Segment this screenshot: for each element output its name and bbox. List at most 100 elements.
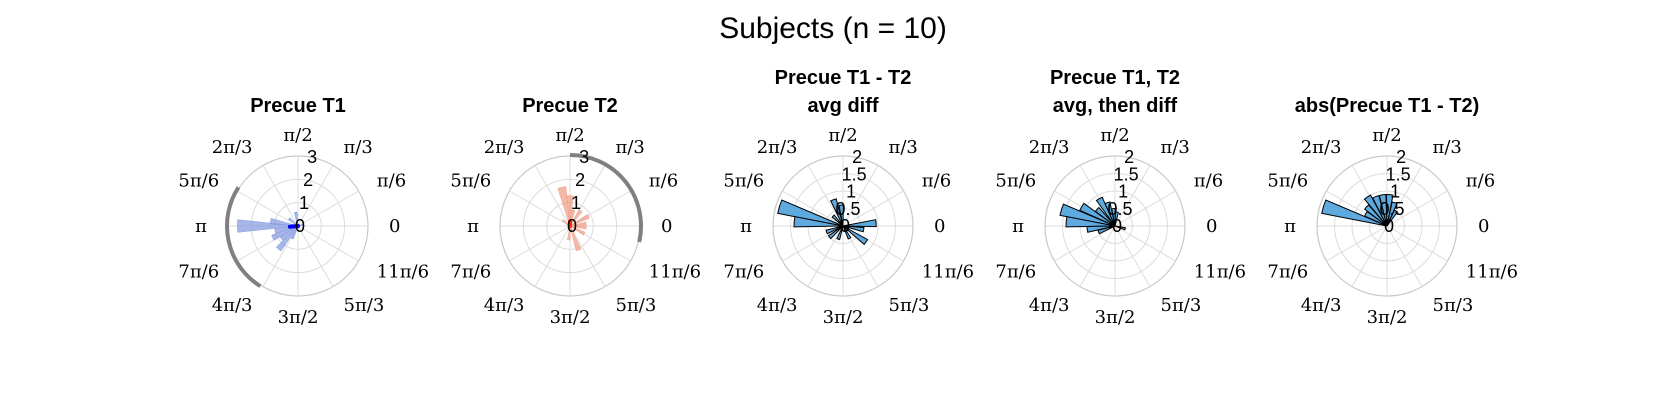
angle-label: 11π/6 [922, 262, 974, 283]
angle-label: 3π/2 [1367, 307, 1408, 328]
histogram-wedge [567, 225, 571, 241]
histogram-wedge [842, 225, 869, 246]
angle-label: 5π/3 [1433, 295, 1474, 316]
histogram-wedge [825, 225, 844, 235]
angle-label: 0 [1478, 216, 1489, 237]
angle-label: 7π/6 [178, 262, 219, 283]
radial-tick-label: 2 [575, 170, 585, 190]
angle-label: π [740, 216, 752, 237]
angle-label: 0 [1206, 216, 1217, 237]
histogram-wedge [842, 225, 852, 240]
histogram-wedge [271, 225, 299, 241]
polar-grid-spoke [534, 165, 571, 227]
angle-label: 11π/6 [1194, 262, 1246, 283]
angle-label: 7π/6 [995, 262, 1036, 283]
radial-tick-label: 1 [1118, 182, 1128, 202]
histogram-wedge [1114, 225, 1126, 231]
polar-subplot-5: abs(Precue T1 - T2)00.511.520π/6π/3π/22π… [1267, 95, 1518, 328]
polar-grid-spoke [1054, 225, 1116, 262]
polar-grid-spoke [807, 225, 844, 287]
radial-tick-label: 2 [852, 147, 862, 167]
histogram-wedge [1079, 202, 1116, 227]
polar-grid-spoke [297, 190, 359, 227]
angle-label: 0 [934, 216, 945, 237]
polar-grid-spoke [1326, 225, 1388, 262]
radial-tick-label: 1.5 [842, 164, 867, 184]
radial-tick-label: 1.5 [1114, 164, 1139, 184]
polar-grid-spoke [1114, 225, 1151, 287]
angle-label: 3π/2 [823, 307, 864, 328]
radial-tick-label: 1 [299, 193, 309, 213]
angle-label: 5π/3 [1161, 295, 1202, 316]
radial-tick-label: 2 [1124, 147, 1134, 167]
mean-vector [287, 224, 300, 229]
angle-label: π [467, 216, 479, 237]
histogram-wedge [557, 186, 571, 227]
polar-grid-spoke [1079, 225, 1116, 287]
histogram-wedge [1097, 225, 1116, 235]
polar-grid-spoke [1386, 225, 1448, 262]
angle-label: π/2 [828, 125, 857, 146]
angle-label: 2π/3 [1029, 137, 1070, 158]
range-arc [225, 186, 262, 288]
radial-tick-label: 1 [1390, 182, 1400, 202]
angle-label: π/6 [1194, 171, 1223, 192]
polar-grid-spoke [509, 190, 571, 227]
subplot-title: abs(Precue T1 - T2) [1295, 95, 1480, 117]
polar-grid-spoke [509, 225, 571, 262]
histogram-wedge [1378, 194, 1388, 227]
angle-label: 2π/3 [212, 137, 253, 158]
histogram-wedge [777, 199, 844, 227]
polar-grid-spoke [1386, 225, 1423, 287]
subplot-title: avg, then diff [1053, 95, 1178, 117]
histogram-wedge [569, 225, 582, 252]
polar-subplot-2: Precue T2 0 1 2 3 0 π/6π/3 π/2 2π/3 5π/6 π 7π/6 4π/3… [450, 95, 701, 328]
histogram-wedge [269, 217, 299, 227]
histogram-wedge [569, 225, 587, 230]
histogram-wedge [1104, 201, 1116, 227]
angle-label: 4π/3 [757, 295, 798, 316]
angle-label: π/6 [922, 171, 951, 192]
angle-label: 4π/3 [1301, 295, 1342, 316]
radial-tick-label: 3 [307, 147, 317, 167]
polar-grid-spoke [262, 165, 299, 227]
subplot-title: Precue T1 [250, 95, 346, 117]
angle-label: 5π/6 [178, 171, 219, 192]
radial-tick-label: 0 [1112, 216, 1122, 236]
angle-label: π/2 [555, 125, 584, 146]
histogram-wedge [569, 213, 590, 227]
polar-grid-spoke [237, 190, 299, 227]
histogram-wedge [1386, 209, 1399, 227]
radial-tick-label: 0.5 [1380, 199, 1405, 219]
angle-label: π/6 [1466, 171, 1495, 192]
angle-label: 5π/6 [723, 171, 764, 192]
histogram-wedge [1385, 194, 1394, 227]
subplot-title: Precue T1, T2 [1050, 67, 1180, 89]
histogram-wedge [1095, 196, 1116, 227]
angle-label: 3π/2 [550, 307, 591, 328]
angle-label: π/3 [616, 137, 645, 158]
histogram-wedge [275, 225, 299, 252]
histogram-wedge [827, 225, 844, 240]
polar-grid-spoke [569, 225, 606, 287]
angle-label: 7π/6 [1267, 262, 1308, 283]
angle-label: 3π/2 [1095, 307, 1136, 328]
histogram-wedge [1363, 194, 1388, 227]
radial-tick-label: 3 [579, 147, 589, 167]
radial-tick-label: 0.5 [836, 199, 861, 219]
angle-label: 5π/3 [344, 295, 385, 316]
angle-label: 0 [389, 216, 400, 237]
histogram-wedge [831, 214, 844, 227]
angle-label: 5π/3 [616, 295, 657, 316]
angle-label: π/3 [344, 137, 373, 158]
angle-label: π [195, 216, 207, 237]
histogram-wedge [237, 219, 299, 233]
angle-label: π/3 [889, 137, 918, 158]
radial-tick-label: 1 [846, 182, 856, 202]
angle-label: 2π/3 [757, 137, 798, 158]
polar-grid-spoke [534, 225, 571, 287]
radial-tick-label: 1 [571, 193, 581, 213]
angle-label: 4π/3 [1029, 295, 1070, 316]
